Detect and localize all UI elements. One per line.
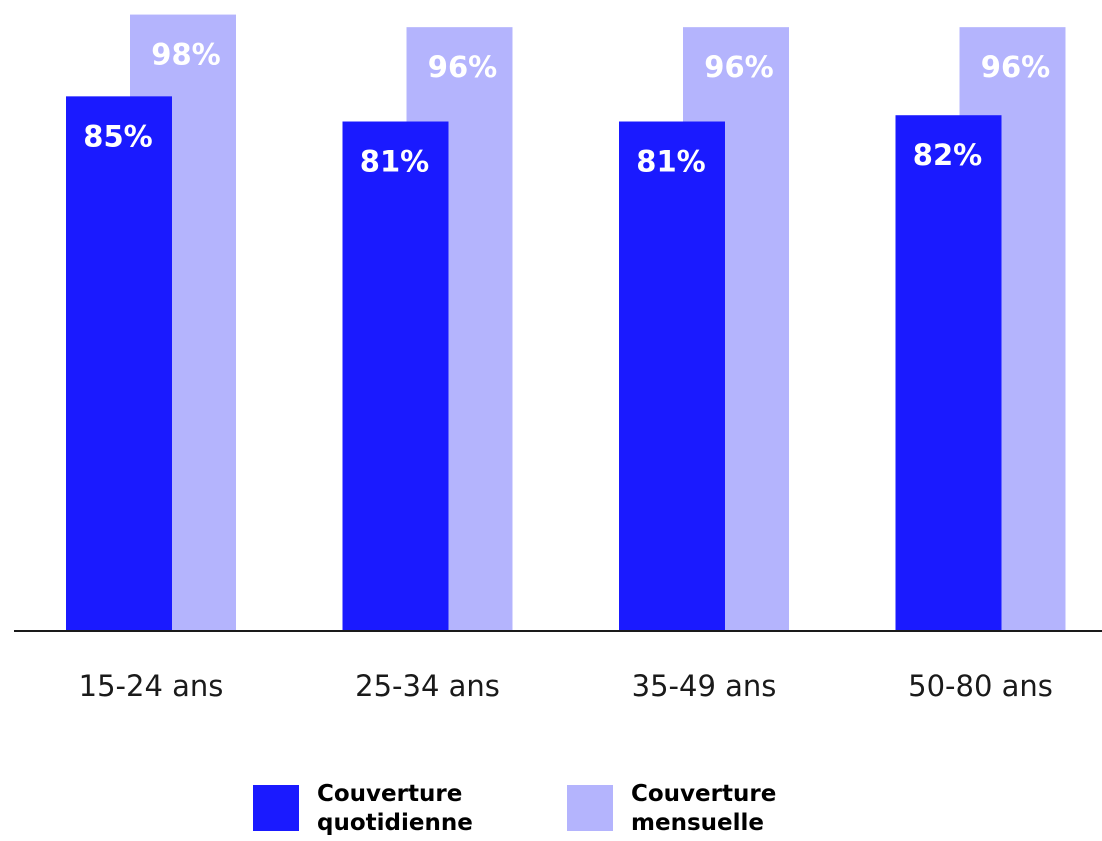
legend-label-monthly-line1: Couverture [631,781,777,807]
legend-label-monthly: Couverture mensuelle [631,780,831,838]
x-tick-label-2: 25-34 ans [355,669,500,703]
x-tick-label-3: 35-49 ans [632,669,777,703]
bar-daily-1 [66,96,172,632]
x-tick-label-1: 15-24 ans [79,669,224,703]
bar-label-monthly-1: 98% [151,38,220,72]
legend-label-daily-line1: Couverture [317,781,463,807]
bar-label-daily-3: 81% [636,145,705,179]
legend-label-daily-line2: quotidienne [317,810,473,836]
legend-label-monthly-line2: mensuelle [631,810,764,836]
bar-daily-4 [895,115,1002,632]
bar-daily-2 [342,121,449,631]
bar-label-daily-1: 85% [83,119,152,153]
legend-swatch-daily [253,785,299,831]
bars-layer: 98% 96% 96% 96% 85% 81% 81% 82% [66,14,1066,632]
bar-label-daily-2: 81% [360,145,429,179]
x-tick-label-4: 50-80 ans [908,669,1053,703]
bar-daily-3 [619,121,725,631]
legend-swatch-monthly [567,785,613,831]
bar-label-monthly-3: 96% [704,50,773,84]
x-tick-labels: 15-24 ans 25-34 ans 35-49 ans 50-80 ans [79,669,1053,703]
bar-label-monthly-4: 96% [981,50,1050,84]
bar-label-daily-4: 82% [913,138,982,172]
legend-label-daily: Couverture quotidienne [317,780,517,838]
bar-label-monthly-2: 96% [428,50,497,84]
